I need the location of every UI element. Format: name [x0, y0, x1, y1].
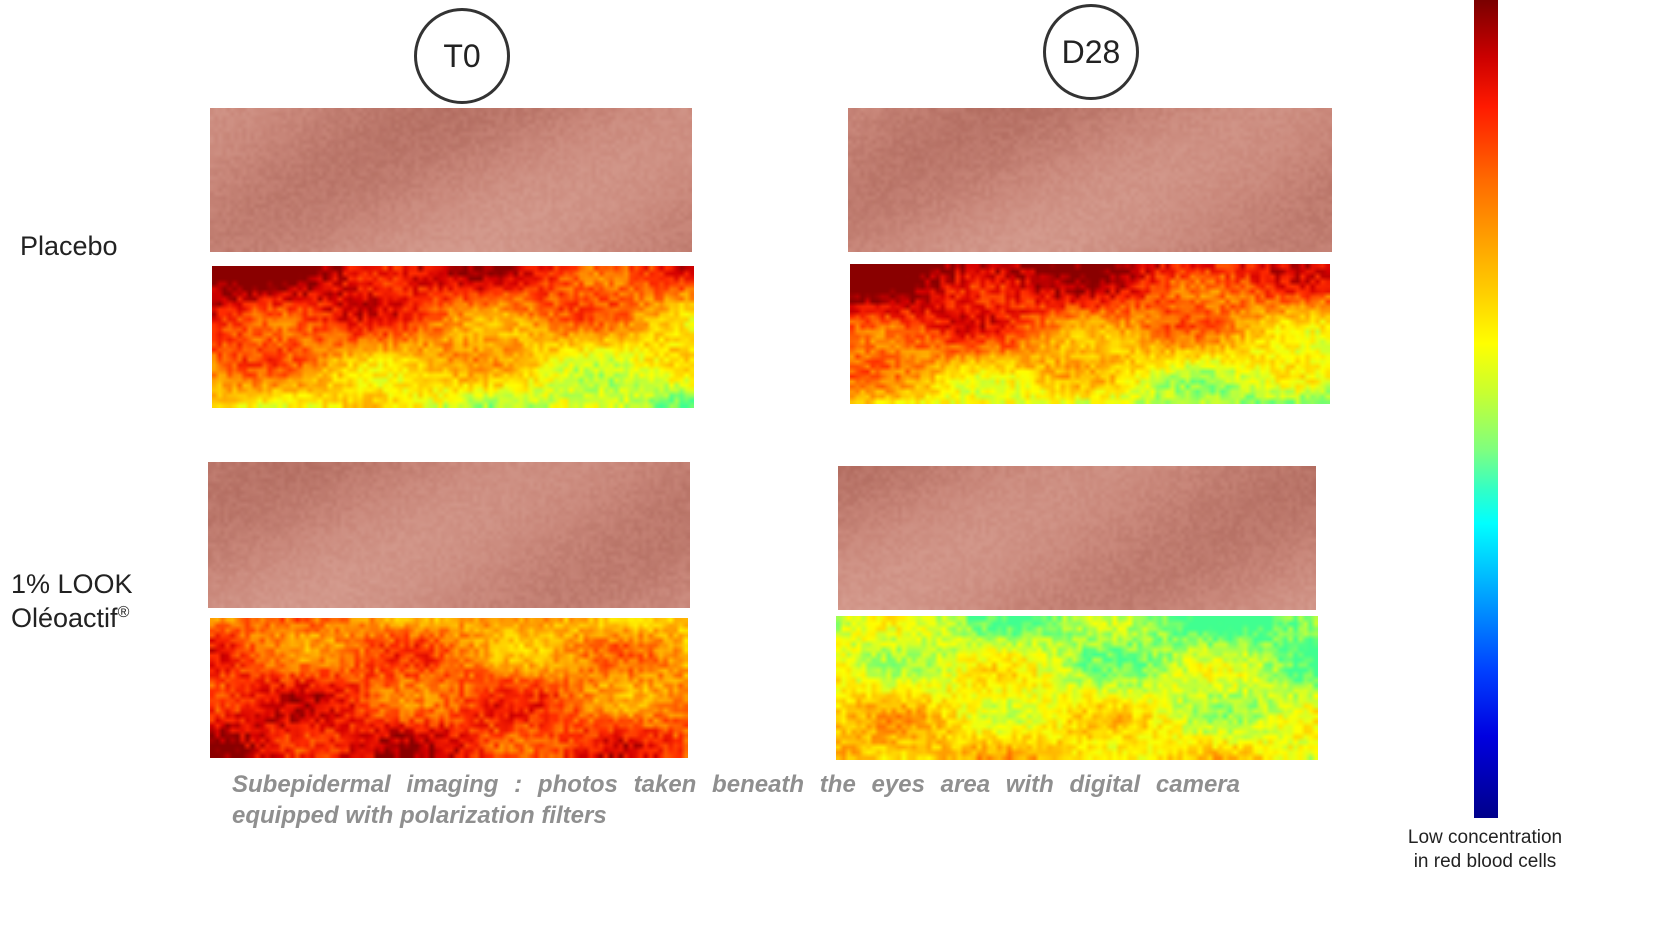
- timepoint-d28-circle: D28: [1043, 4, 1139, 100]
- look-d28-skin-photo: [838, 466, 1316, 610]
- row-label-look: 1% LOOK Oléoactif®: [11, 569, 133, 633]
- timepoint-d28-label: D28: [1061, 33, 1121, 70]
- figure-caption: Subepidermal imaging : photos taken bene…: [232, 771, 1240, 829]
- placebo-t0-heatmap: [212, 266, 694, 408]
- look-t0-skin-photo: [208, 462, 690, 608]
- row-label-placebo: Placebo: [20, 231, 118, 261]
- look-t0-heatmap: [210, 618, 688, 758]
- look-d28-heatmap: [836, 616, 1318, 760]
- color-scale-bar: [1474, 0, 1498, 818]
- timepoint-t0-label: T0: [443, 37, 481, 74]
- placebo-t0-skin-photo: [210, 108, 692, 252]
- timepoint-t0-circle: T0: [414, 8, 510, 104]
- color-scale-label: Low concentration in red blood cells: [1407, 827, 1563, 872]
- placebo-d28-skin-photo: [848, 108, 1332, 252]
- placebo-d28-heatmap: [850, 264, 1330, 404]
